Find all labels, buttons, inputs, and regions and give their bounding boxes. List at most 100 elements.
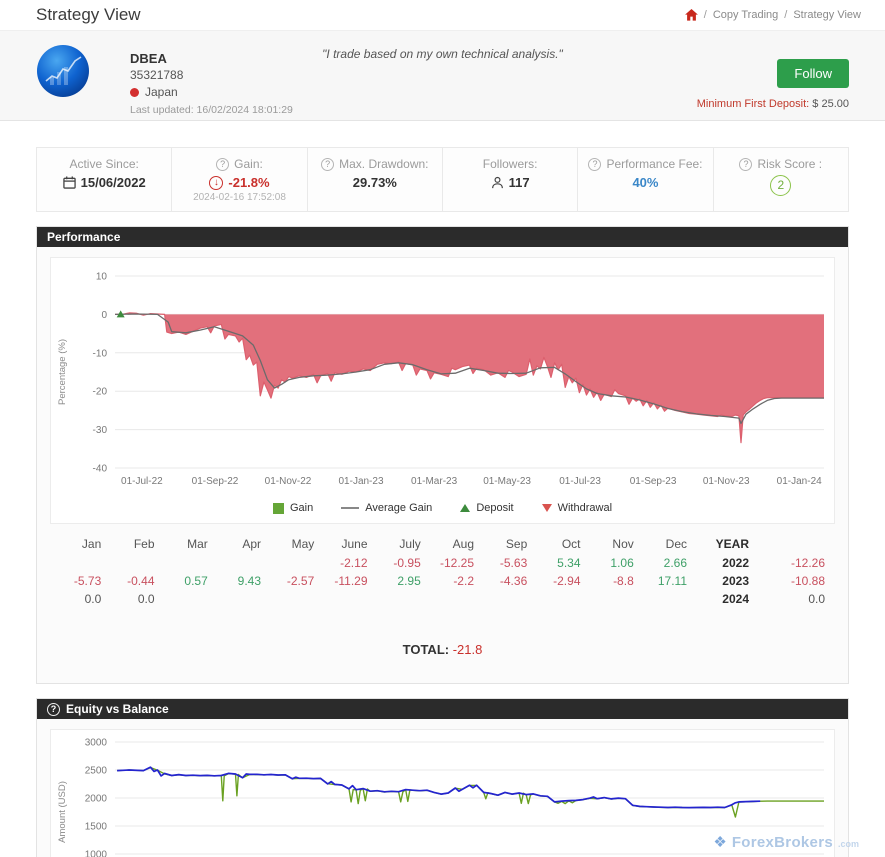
month-header: Dec bbox=[665, 537, 687, 551]
help-icon[interactable]: ? bbox=[216, 157, 230, 171]
month-value: 1.06 bbox=[610, 556, 634, 570]
arrow-down-circle-icon: ↓ bbox=[209, 175, 224, 190]
help-icon[interactable]: ? bbox=[739, 157, 753, 171]
stat-label: Followers: bbox=[482, 157, 538, 171]
avatar bbox=[36, 44, 90, 98]
stat-gain: ? Gain: ↓ -21.8% 2024-02-16 17:52:08 bbox=[171, 147, 308, 212]
person-icon bbox=[491, 176, 503, 189]
month-value: 0.0 bbox=[808, 592, 825, 606]
month-value: -2.2 bbox=[453, 574, 474, 588]
breadcrumb-separator: / bbox=[784, 9, 788, 21]
total-line: TOTAL: -21.8 bbox=[50, 642, 835, 683]
month-value bbox=[267, 554, 320, 572]
month-header: YEAR bbox=[715, 537, 749, 551]
average-gain-swatch-icon bbox=[341, 507, 360, 509]
month-value bbox=[427, 590, 480, 608]
month-value: 2.66 bbox=[663, 556, 687, 570]
year-label: 2024 bbox=[722, 592, 749, 606]
stat-sub-text: 2024-02-16 17:52:08 bbox=[193, 192, 286, 203]
breadcrumb-separator: / bbox=[703, 9, 707, 21]
stat-followers: Followers: 117 bbox=[441, 147, 579, 212]
performance-panel-header: Performance bbox=[37, 227, 848, 247]
performance-panel: Performance 10 0 -10 -20 -30 -40 01-Jul-22 01-S… bbox=[36, 226, 849, 684]
month-value bbox=[587, 590, 640, 608]
stats-row: Active Since: 15/06/2022? Gain: ↓ -21.8% 2024… bbox=[36, 147, 849, 212]
month-header: Apr bbox=[242, 537, 261, 551]
stat-label: Max. Drawdown: bbox=[339, 157, 429, 171]
legend-item: Deposit bbox=[460, 502, 514, 514]
month-header: Sep bbox=[505, 537, 528, 551]
month-value: -11.29 bbox=[334, 574, 368, 588]
performance-chart-legend: Gain Average Gain Deposit Withdrawal bbox=[53, 497, 832, 521]
month-value bbox=[214, 590, 267, 608]
svg-text:0: 0 bbox=[101, 310, 107, 321]
minimum-deposit-label: Minimum First Deposit: bbox=[696, 98, 810, 110]
month-value: -5.63 bbox=[499, 556, 528, 570]
svg-text:01-Nov-23: 01-Nov-23 bbox=[703, 476, 750, 487]
last-updated: Last updated: 16/02/2024 18:01:29 bbox=[130, 104, 293, 116]
equity-chart-box: 30002500200015001000500Amount (USD) bbox=[50, 729, 835, 857]
year-total-header bbox=[755, 532, 831, 554]
svg-text:10: 10 bbox=[96, 272, 108, 283]
monthly-returns-table: Jan Feb Mar Apr May June July Aug Sep Oct Nov Dec YE… bbox=[54, 532, 831, 608]
month-value: -0.44 bbox=[127, 574, 155, 588]
month-value bbox=[267, 590, 320, 608]
month-value bbox=[374, 590, 427, 608]
svg-text:01-Jan-23: 01-Jan-23 bbox=[338, 476, 383, 487]
month-header: May bbox=[291, 537, 315, 551]
svg-text:-20: -20 bbox=[93, 387, 108, 398]
page-title: Strategy View bbox=[36, 5, 141, 24]
calendar-icon bbox=[62, 176, 76, 189]
home-icon[interactable] bbox=[684, 9, 698, 21]
equity-panel: ? Equity vs Balance 3000 2500 2000 1500 1000… bbox=[36, 698, 849, 857]
strategy-id: 35321788 bbox=[130, 68, 184, 82]
help-icon[interactable]: ? bbox=[588, 157, 602, 171]
month-header: Nov bbox=[612, 537, 634, 551]
svg-text:2500: 2500 bbox=[85, 766, 108, 777]
svg-text:1500: 1500 bbox=[85, 822, 108, 833]
minimum-deposit-value: $ 25.00 bbox=[812, 98, 849, 110]
equity-balance-chart: 30002500200015001000500Amount (USD) bbox=[57, 738, 824, 857]
legend-item: Average Gain bbox=[341, 502, 432, 514]
month-value: -8.8 bbox=[613, 574, 634, 588]
help-icon[interactable]: ? bbox=[47, 702, 60, 716]
month-value: -0.95 bbox=[393, 556, 421, 570]
month-value bbox=[161, 590, 214, 608]
stat-value: 40% bbox=[632, 175, 659, 190]
svg-text:2000: 2000 bbox=[85, 794, 108, 805]
help-icon[interactable]: ? bbox=[321, 157, 335, 171]
month-value: 17.11 bbox=[657, 574, 687, 588]
follow-button[interactable]: Follow bbox=[777, 59, 849, 88]
withdrawal-swatch-icon bbox=[541, 504, 552, 512]
stat-performance-fee: ? Performance Fee: 40% bbox=[577, 147, 714, 212]
month-header: Jan bbox=[81, 537, 102, 551]
year-label: 2022 bbox=[722, 556, 749, 570]
svg-text:3000: 3000 bbox=[85, 738, 108, 749]
equity-panel-header: ? Equity vs Balance bbox=[37, 699, 848, 719]
breadcrumb-strategy-view[interactable]: Strategy View bbox=[793, 9, 861, 21]
month-header: July bbox=[399, 537, 421, 551]
month-value bbox=[214, 554, 267, 572]
year-label: 2023 bbox=[722, 574, 749, 588]
svg-text:01-Nov-22: 01-Nov-22 bbox=[265, 476, 312, 487]
month-value: 2.95 bbox=[397, 574, 421, 588]
legend-label: Withdrawal bbox=[557, 502, 613, 514]
svg-text:-30: -30 bbox=[93, 425, 108, 436]
month-value: 0.0 bbox=[84, 592, 102, 606]
profile-actions: Follow Minimum First Deposit: $ 25.00 bbox=[697, 31, 849, 120]
svg-text:Percentage (%): Percentage (%) bbox=[57, 339, 68, 405]
month-header: Aug bbox=[452, 537, 474, 551]
month-value: -2.57 bbox=[286, 574, 315, 588]
stat-risk-score: ? Risk Score : 2 bbox=[712, 147, 849, 212]
total-value: -21.8 bbox=[452, 642, 483, 657]
svg-text:01-May-23: 01-May-23 bbox=[483, 476, 531, 487]
profile-info: DBEA 35321788 Japan Last updated: 16/02/… bbox=[130, 31, 293, 120]
stat-label: Active Since: bbox=[69, 157, 139, 171]
risk-score-badge: 2 bbox=[770, 175, 792, 196]
strategy-profile-band: DBEA 35321788 Japan Last updated: 16/02/… bbox=[0, 30, 885, 121]
stat-active-since: Active Since: 15/06/2022 bbox=[36, 147, 173, 212]
month-header: Oct bbox=[561, 537, 581, 551]
breadcrumb-copy-trading[interactable]: Copy Trading bbox=[712, 9, 779, 21]
performance-chart-box: 10 0 -10 -20 -30 -40 01-Jul-22 01-Sep-22 01-Nov-… bbox=[50, 257, 835, 524]
svg-text:-10: -10 bbox=[93, 348, 108, 359]
